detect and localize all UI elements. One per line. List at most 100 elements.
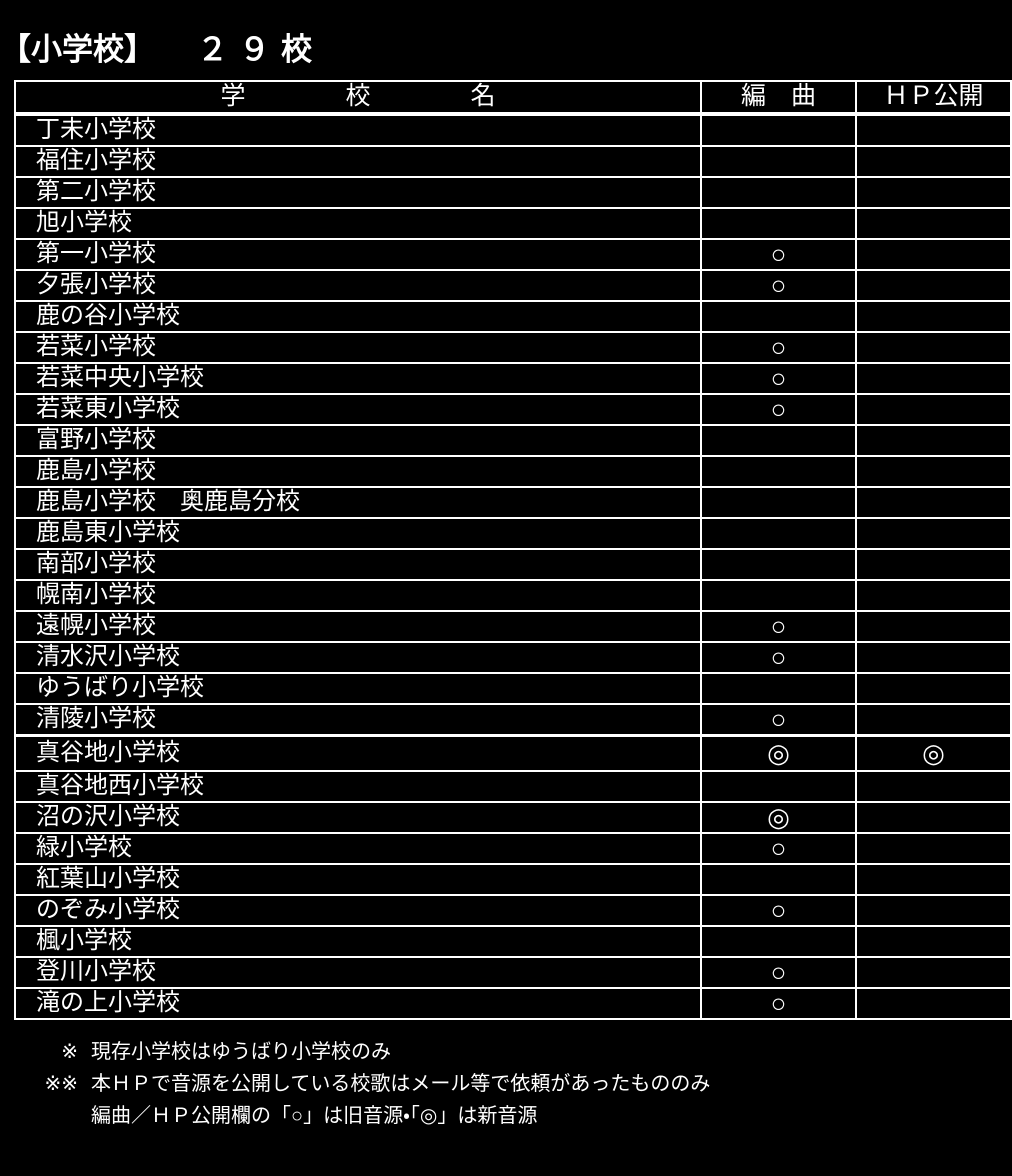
- table-row: 楓小学校: [14, 925, 1012, 958]
- hp-mark-cell: [855, 832, 1012, 865]
- hp-mark-cell: [855, 145, 1012, 178]
- table-row: 沼の沢小学校 ◎: [14, 801, 1012, 834]
- arrangement-mark-cell: [700, 113, 857, 147]
- hp-mark-cell: [855, 672, 1012, 705]
- school-name-cell: 鹿島東小学校: [14, 517, 702, 550]
- school-name-cell: 楓小学校: [14, 925, 702, 958]
- school-name-cell: 富野小学校: [14, 424, 702, 457]
- school-name-cell: 紅葉山小学校: [14, 863, 702, 896]
- table-row: 鹿島東小学校: [14, 517, 1012, 550]
- arrangement-mark-cell: [700, 863, 857, 896]
- school-name-cell: 登川小学校: [14, 956, 702, 989]
- hp-mark-cell: [855, 393, 1012, 426]
- table-row: 紅葉山小学校: [14, 863, 1012, 896]
- table-row: 若菜中央小学校 ○: [14, 362, 1012, 395]
- table-row: のぞみ小学校 ○: [14, 894, 1012, 927]
- arrangement-mark-cell: ○: [700, 703, 857, 737]
- table-row: 遠幌小学校 ○: [14, 610, 1012, 643]
- school-name-cell: 滝の上小学校: [14, 987, 702, 1020]
- arrangement-mark-cell: ○: [700, 269, 857, 302]
- school-name-cell: 福住小学校: [14, 145, 702, 178]
- footnote-text: 編曲／ＨＰ公開欄の「○」は旧音源・「◎」は新音源: [91, 1105, 538, 1127]
- table-row: 鹿島小学校 奥鹿島分校: [14, 486, 1012, 519]
- hp-mark-cell: [855, 207, 1012, 240]
- hp-mark-cell: [855, 925, 1012, 958]
- school-name-cell: 南部小学校: [14, 548, 702, 581]
- hp-mark-cell: [855, 362, 1012, 395]
- footnote-marks-legend: 編曲／ＨＰ公開欄の「○」は旧音源・「◎」は新音源: [0, 1104, 1012, 1129]
- arrangement-mark-cell: [700, 455, 857, 488]
- arrangement-mark-cell: [700, 207, 857, 240]
- table-row: 鹿島小学校: [14, 455, 1012, 488]
- hp-mark-cell: [855, 703, 1012, 737]
- arrangement-mark-cell: ○: [700, 331, 857, 364]
- arrangement-mark-cell: [700, 486, 857, 519]
- footnotes: ※ 現存小学校はゆうばり小学校のみ ※※ 本ＨＰで音源を公開している校歌はメール…: [0, 1040, 1012, 1136]
- arrangement-mark-cell: [700, 300, 857, 333]
- footnote-text: 現存小学校はゆうばり小学校のみ: [91, 1041, 391, 1063]
- hp-mark-cell: [855, 269, 1012, 302]
- table-row: 真谷地小学校 ◎ ◎: [14, 734, 1012, 772]
- school-table: 学 校 名 編 曲 ＨＰ公開 丁未小学校 福住小学校 第二小学校: [14, 80, 1012, 1020]
- school-name-cell: 夕張小学校: [14, 269, 702, 302]
- table-row: 第一小学校 ○: [14, 238, 1012, 271]
- arrangement-mark-cell: ○: [700, 641, 857, 674]
- hp-mark-cell: [855, 548, 1012, 581]
- arrangement-mark-cell: [700, 770, 857, 803]
- school-name-cell: 幌南小学校: [14, 579, 702, 612]
- school-name-cell: 旭小学校: [14, 207, 702, 240]
- school-name-cell: のぞみ小学校: [14, 894, 702, 927]
- footnote-existing-school: ※ 現存小学校はゆうばり小学校のみ: [0, 1040, 1012, 1065]
- page-title-category: 【小学校】: [0, 32, 155, 67]
- school-name-cell: 若菜中央小学校: [14, 362, 702, 395]
- school-name-cell: 第二小学校: [14, 176, 702, 209]
- hp-mark-cell: [855, 300, 1012, 333]
- table-row: ゆうばり小学校: [14, 672, 1012, 705]
- school-name-cell: 真谷地小学校: [14, 734, 702, 772]
- arrangement-mark-cell: ○: [700, 610, 857, 643]
- arrangement-mark-cell: [700, 424, 857, 457]
- hp-mark-cell: [855, 517, 1012, 550]
- school-name-cell: 鹿島小学校: [14, 455, 702, 488]
- table-row: 丁未小学校: [14, 113, 1012, 147]
- table-row: 幌南小学校: [14, 579, 1012, 612]
- school-name-cell: 真谷地西小学校: [14, 770, 702, 803]
- hp-mark-cell: [855, 113, 1012, 147]
- hp-mark-cell: [855, 176, 1012, 209]
- hp-mark-cell: [855, 987, 1012, 1020]
- table-row: 旭小学校: [14, 207, 1012, 240]
- hp-mark-cell: [855, 331, 1012, 364]
- footnote-marker: ※: [61, 1041, 78, 1063]
- arrangement-mark-cell: ◎: [700, 734, 857, 772]
- header-arrangement: 編 曲: [700, 80, 857, 116]
- school-name-cell: 遠幌小学校: [14, 610, 702, 643]
- school-name-cell: 鹿島小学校 奥鹿島分校: [14, 486, 702, 519]
- footnote-marker: ※※: [44, 1073, 78, 1095]
- header-row: 学 校 名 編 曲 ＨＰ公開: [14, 80, 1012, 116]
- arrangement-mark-cell: [700, 145, 857, 178]
- arrangement-mark-cell: [700, 925, 857, 958]
- table-row: 鹿の谷小学校: [14, 300, 1012, 333]
- header-school-name: 学 校 名: [14, 80, 702, 116]
- school-name-cell: ゆうばり小学校: [14, 672, 702, 705]
- hp-mark-cell: [855, 770, 1012, 803]
- page-title-count: ２９校: [197, 32, 323, 67]
- hp-mark-cell: [855, 801, 1012, 834]
- arrangement-mark-cell: [700, 672, 857, 705]
- hp-mark-cell: [855, 956, 1012, 989]
- table-row: 南部小学校: [14, 548, 1012, 581]
- arrangement-mark-cell: [700, 579, 857, 612]
- arrangement-mark-cell: [700, 517, 857, 550]
- school-table-header: 学 校 名 編 曲 ＨＰ公開: [14, 80, 1012, 116]
- header-hp-publication: ＨＰ公開: [855, 80, 1012, 116]
- school-name-cell: 沼の沢小学校: [14, 801, 702, 834]
- table-row: 真谷地西小学校: [14, 770, 1012, 803]
- table-row: 夕張小学校 ○: [14, 269, 1012, 302]
- arrangement-mark-cell: ○: [700, 987, 857, 1020]
- table-row: 若菜東小学校 ○: [14, 393, 1012, 426]
- footnote-text: 本ＨＰで音源を公開している校歌はメール等で依頼があったもののみ: [91, 1073, 711, 1095]
- arrangement-mark-cell: ○: [700, 238, 857, 271]
- hp-mark-cell: [855, 424, 1012, 457]
- arrangement-mark-cell: [700, 548, 857, 581]
- page-title: 【小学校】 ２９校: [0, 24, 323, 69]
